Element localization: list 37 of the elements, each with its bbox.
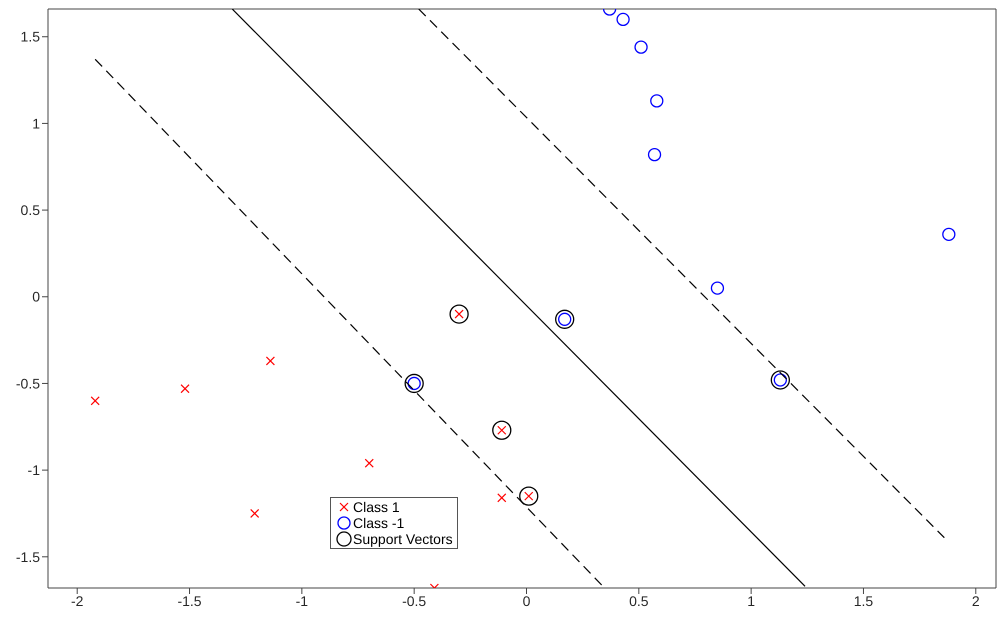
- y-tick-label: 1.5: [20, 28, 40, 45]
- x-tick-label: 0: [522, 592, 531, 609]
- point: [616, 12, 630, 26]
- point: [519, 486, 538, 506]
- point: [648, 148, 662, 162]
- y-tick-label: 1: [32, 115, 40, 132]
- point: [266, 356, 275, 366]
- point: [492, 420, 512, 440]
- point: [404, 374, 424, 394]
- point: [180, 384, 190, 394]
- x-tick-label: 1: [747, 592, 756, 609]
- point: [710, 281, 724, 295]
- point: [90, 396, 100, 406]
- legend-label: Support Vectors: [353, 531, 453, 547]
- x-tick-label: -1.5: [177, 592, 202, 609]
- point: [250, 508, 260, 518]
- point: [449, 304, 469, 324]
- legend-label: Class -1: [353, 515, 404, 531]
- point: [942, 228, 956, 242]
- y-tick-label: 0.5: [20, 202, 40, 218]
- x-tick-label: 2: [972, 592, 980, 609]
- x-tick-label: -0.5: [402, 592, 426, 609]
- point: [650, 94, 664, 108]
- x-tick-label: 1.5: [854, 592, 874, 609]
- y-tick-label: -0.5: [16, 375, 40, 392]
- point: [555, 310, 574, 329]
- point: [364, 458, 374, 468]
- y-tick-label: -1: [28, 462, 40, 478]
- point: [634, 40, 648, 54]
- y-tick-label: -1.5: [16, 548, 40, 565]
- x-tick-label: -1: [296, 592, 308, 609]
- point: [770, 370, 790, 390]
- y-tick-label: 0: [32, 288, 40, 305]
- x-tick-label: -2: [70, 592, 84, 609]
- point: [497, 493, 506, 502]
- x-tick-label: 0.5: [629, 592, 649, 609]
- legend-label: Class 1: [353, 499, 400, 515]
